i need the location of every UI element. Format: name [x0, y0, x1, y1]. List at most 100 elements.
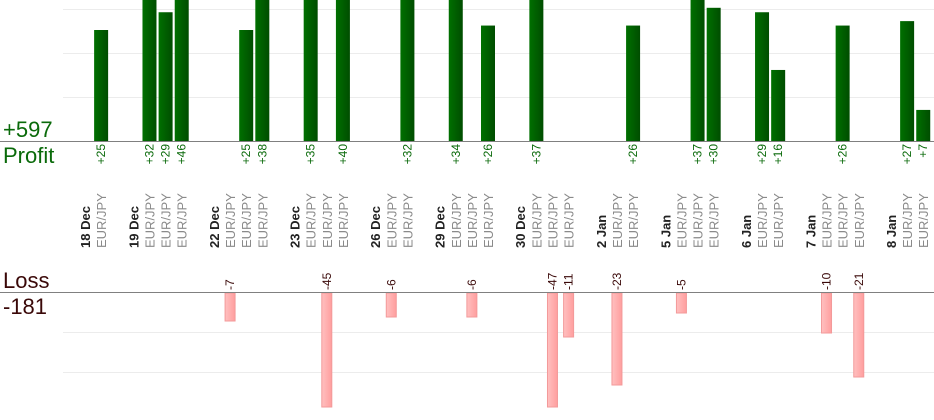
date-label: 5 Jan: [658, 215, 673, 248]
pair-label: EUR/JPY: [707, 193, 722, 248]
loss-bar: [224, 292, 236, 322]
pair-label: EUR/JPY: [481, 193, 496, 248]
profit-bar: [835, 25, 850, 142]
profit-value-label: +30: [707, 144, 721, 165]
profit-value-label: +32: [142, 144, 156, 165]
profit-bar: [448, 0, 463, 141]
profit-value-label: +29: [755, 144, 769, 165]
profit-bar: [400, 0, 415, 141]
pair-label: EUR/JPY: [304, 193, 319, 248]
profit-bar: [255, 0, 270, 141]
pair-label: EUR/JPY: [94, 193, 109, 248]
profit-bar: [303, 0, 318, 141]
profit-value-label: +26: [626, 144, 640, 165]
profit-bar: [900, 21, 915, 141]
pair-label: EUR/JPY: [175, 193, 190, 248]
profit-bar: [142, 0, 157, 141]
profit-bar: [626, 25, 641, 142]
pair-label: EUR/JPY: [626, 193, 641, 248]
pair-label: EUR/JPY: [562, 193, 577, 248]
profit-value-label: +26: [836, 144, 850, 165]
date-label: 18 Dec: [78, 206, 93, 248]
profit-value-label: +46: [175, 144, 189, 165]
pair-label: EUR/JPY: [239, 193, 254, 248]
loss-total: -181: [3, 294, 48, 319]
profit-value-label: +40: [336, 144, 350, 165]
loss-value-label: -5: [674, 279, 688, 290]
loss-bar: [611, 292, 623, 386]
loss-value-label: -11: [562, 273, 576, 290]
profit-value-label: +37: [691, 144, 705, 165]
profit-value-label: +26: [481, 144, 495, 165]
loss-bar: [466, 292, 478, 318]
loss-value-label: -10: [820, 272, 834, 290]
pair-label: EUR/JPY: [852, 193, 867, 248]
profit-gridlines: [63, 9, 934, 98]
profit-value-label: +16: [771, 144, 785, 165]
loss-value-label: -6: [384, 279, 398, 290]
loss-gridlines: [63, 332, 934, 373]
profit-label: Profit: [3, 143, 55, 168]
date-label: 22 Dec: [207, 206, 222, 248]
profit-value-label: +7: [916, 144, 930, 158]
pair-label: EUR/JPY: [900, 193, 915, 248]
pair-label: EUR/JPY: [159, 193, 174, 248]
loss-bar: [853, 292, 865, 378]
loss-bar: [385, 292, 397, 318]
pair-label: EUR/JPY: [836, 193, 851, 248]
loss-bar: [563, 292, 575, 338]
pair-label: EUR/JPY: [771, 193, 786, 248]
profit-bar: [755, 12, 770, 141]
loss-value-label: -45: [320, 272, 334, 290]
profit-bar: [690, 0, 705, 141]
profit-value-label: +35: [304, 144, 318, 165]
profit-value-label: +25: [239, 144, 253, 165]
date-label: 2 Jan: [594, 215, 609, 248]
pair-label: EUR/JPY: [691, 193, 706, 248]
profit-bar: [335, 0, 350, 141]
profit-value-label: +27: [900, 144, 914, 165]
profit-value-label: +34: [449, 144, 463, 165]
date-label: 29 Dec: [433, 206, 448, 248]
profit-bar: [481, 25, 495, 142]
profit-value-label: +32: [400, 144, 414, 165]
loss-value-label: -21: [852, 272, 866, 290]
profit-bar: [158, 12, 173, 141]
date-label: 6 Jan: [739, 215, 754, 248]
loss-bar: [821, 292, 833, 334]
pair-label: EUR/JPY: [465, 193, 480, 248]
pair-label: EUR/JPY: [255, 193, 270, 248]
pair-label: EUR/JPY: [400, 193, 415, 248]
date-label: 7 Jan: [803, 215, 818, 248]
loss-value-label: -47: [545, 272, 559, 290]
loss-value-label: -7: [223, 279, 237, 290]
pair-label: EUR/JPY: [916, 193, 931, 248]
date-label: 23 Dec: [288, 206, 303, 248]
date-label: 30 Dec: [513, 206, 528, 248]
profit-bar: [706, 7, 721, 141]
pair-label: EUR/JPY: [674, 193, 689, 248]
pair-label: EUR/JPY: [820, 193, 835, 248]
pair-label: EUR/JPY: [223, 193, 238, 248]
pair-label: EUR/JPY: [142, 193, 157, 248]
pair-label: EUR/JPY: [384, 193, 399, 248]
loss-value-label: -6: [465, 279, 479, 290]
pair-label: EUR/JPY: [320, 193, 335, 248]
profit-total: +597: [3, 117, 53, 142]
profit-bar: [174, 0, 189, 141]
profit-bar: [94, 30, 109, 141]
pair-label: EUR/JPY: [336, 193, 351, 248]
profit-bar: [916, 109, 931, 141]
pair-label: EUR/JPY: [449, 193, 464, 248]
profit-bar: [771, 69, 786, 141]
date-label: 19 Dec: [126, 206, 141, 248]
profit-bar: [239, 30, 254, 141]
loss-bar: [546, 292, 558, 408]
loss-label: Loss: [3, 268, 50, 293]
loss-bar: [321, 292, 333, 408]
profit-value-label: +25: [94, 144, 108, 165]
profit-value-label: +29: [159, 144, 173, 165]
pair-label: EUR/JPY: [755, 193, 770, 248]
date-label: 26 Dec: [368, 206, 383, 248]
